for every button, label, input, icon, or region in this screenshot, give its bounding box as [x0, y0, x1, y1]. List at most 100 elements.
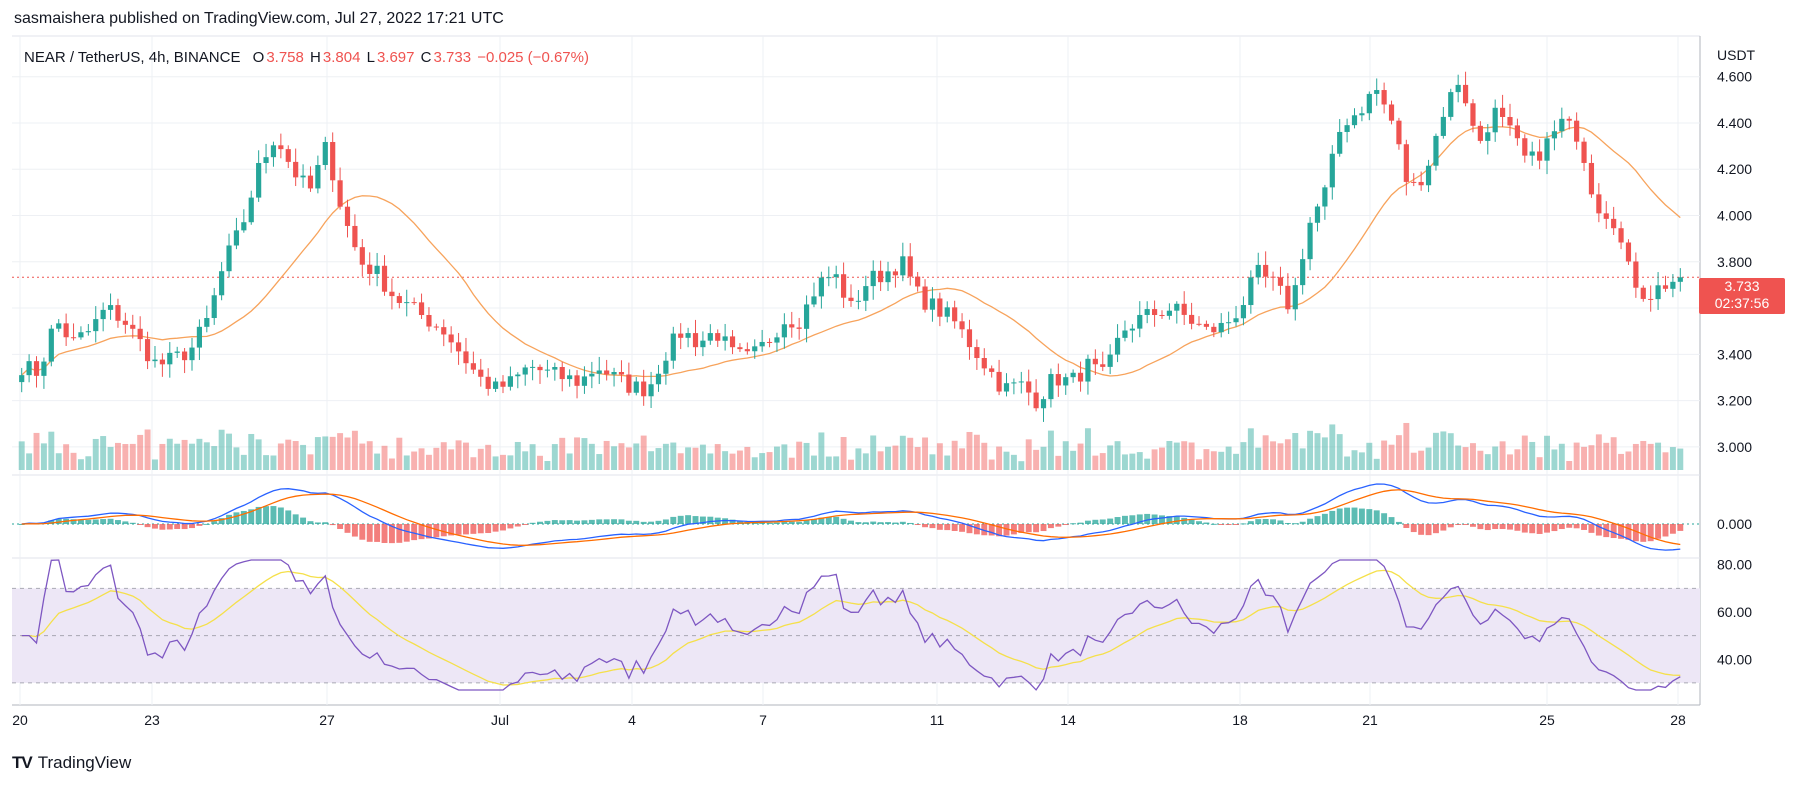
candle-body — [589, 373, 595, 377]
volume-bar — [1366, 442, 1373, 470]
volume-bar — [611, 446, 618, 470]
candle-body — [300, 175, 306, 178]
candle-body — [56, 323, 62, 329]
macd-histogram-bar — [537, 521, 543, 524]
macd-histogram-bar — [574, 520, 580, 524]
price-tick-label: 4.000 — [1717, 208, 1752, 224]
symbol-legend[interactable]: NEAR / TetherUS, 4h, BINANCE O 3.758 H 3.8… — [24, 49, 591, 66]
candle-body — [552, 367, 558, 370]
candle-body — [915, 276, 921, 287]
macd-histogram-bar — [1588, 524, 1595, 533]
candle-body — [633, 381, 639, 393]
macd-histogram-bar — [100, 519, 107, 524]
macd-histogram-bar — [981, 524, 988, 536]
macd-histogram-bar — [773, 522, 780, 524]
volume-bar — [973, 434, 980, 470]
time-tick-label: 20 — [12, 712, 28, 728]
volume-bar — [1484, 454, 1491, 470]
candle-body — [900, 256, 906, 276]
macd-histogram-bar — [137, 524, 144, 525]
candle-body — [1611, 218, 1617, 229]
price-axis[interactable]: 3.0003.2003.4003.6003.8004.0004.2004.400… — [1717, 47, 1756, 667]
volume-bar — [388, 458, 395, 470]
tradingview-brand[interactable]: TV TradingView — [12, 753, 131, 773]
candle-body — [500, 381, 506, 387]
candle-body — [1255, 264, 1261, 278]
macd-histogram-bar — [670, 516, 677, 524]
candle-body — [1085, 358, 1091, 382]
macd-histogram-bar — [1203, 522, 1210, 524]
candle-body — [907, 256, 913, 277]
candle-body — [1396, 120, 1402, 145]
macd-histogram-bar — [1544, 524, 1550, 533]
candle-body — [685, 333, 691, 338]
macd-panel — [12, 483, 1700, 551]
candle-body — [1388, 104, 1395, 121]
time-tick-label: 27 — [319, 712, 335, 728]
rsi-tick-label: 80.00 — [1717, 557, 1752, 573]
time-axis[interactable]: 20 23 27 Jul 4 7 11 14 18 21 25 28 — [12, 712, 1686, 728]
volume-bar — [1351, 450, 1358, 470]
chart-area[interactable]: 3.0003.2003.4003.6003.8004.0004.2004.400… — [0, 0, 1802, 745]
volume-bar — [714, 444, 721, 470]
macd-histogram-bar — [877, 522, 884, 524]
macd-histogram-bar — [1470, 524, 1476, 527]
candle-body — [1292, 285, 1298, 310]
candle-body — [285, 149, 291, 162]
candle-body — [137, 328, 143, 340]
volume-bar — [1462, 447, 1469, 470]
volume-bar — [1440, 431, 1447, 470]
candle-body — [507, 376, 513, 387]
candle-body — [337, 180, 343, 207]
candle-body — [1381, 90, 1387, 105]
volume-bar — [440, 442, 447, 470]
volume-bar — [885, 446, 891, 470]
candle-body — [1337, 131, 1343, 154]
volume-bar — [633, 443, 640, 470]
volume-bar — [951, 440, 958, 470]
price-axis-unit: USDT — [1717, 47, 1756, 63]
volume-bar — [1203, 449, 1210, 470]
macd-histogram-bar — [1277, 520, 1284, 524]
candle-body — [33, 361, 40, 376]
candle-body — [796, 327, 802, 329]
macd-histogram-bar — [988, 524, 995, 536]
volume-bar — [966, 431, 973, 470]
candle-body — [196, 326, 203, 348]
volume-bar — [418, 448, 425, 470]
macd-histogram-bar — [1425, 524, 1432, 536]
candle-body — [522, 367, 528, 375]
time-tick-label: 25 — [1539, 712, 1555, 728]
candle-body — [1499, 107, 1506, 117]
macd-histogram-bar — [514, 524, 521, 527]
macd-histogram-bar — [855, 522, 862, 524]
candle-body — [478, 369, 484, 377]
volume-bar — [1566, 461, 1573, 470]
candle-body — [1418, 181, 1424, 186]
candle-body — [1455, 84, 1461, 93]
macd-histogram-bar — [277, 507, 284, 524]
candle-body — [744, 349, 750, 352]
candle-body — [996, 371, 1002, 392]
candle-body — [315, 164, 321, 189]
candle-body — [1277, 277, 1284, 286]
candle-body — [1640, 287, 1646, 299]
macd-histogram-bar — [559, 520, 566, 524]
macd-histogram-bar — [1040, 524, 1047, 532]
macd-histogram-bar — [381, 524, 388, 543]
macd-histogram-bar — [1336, 508, 1343, 524]
volume-bar — [114, 442, 121, 470]
macd-histogram-bar — [1432, 524, 1439, 534]
candle-body — [1300, 259, 1306, 286]
volume-bar — [1395, 435, 1402, 470]
candle-body — [707, 333, 713, 341]
macd-histogram-bar — [314, 522, 321, 524]
volume-bar — [144, 429, 151, 470]
candle-body — [1196, 323, 1202, 325]
macd-histogram-bar — [85, 519, 92, 524]
macd-histogram-bar — [766, 522, 773, 524]
candle-body — [885, 271, 891, 283]
macd-histogram-bar — [300, 517, 307, 524]
volume-bar — [648, 451, 655, 470]
volume-bar — [825, 456, 832, 470]
